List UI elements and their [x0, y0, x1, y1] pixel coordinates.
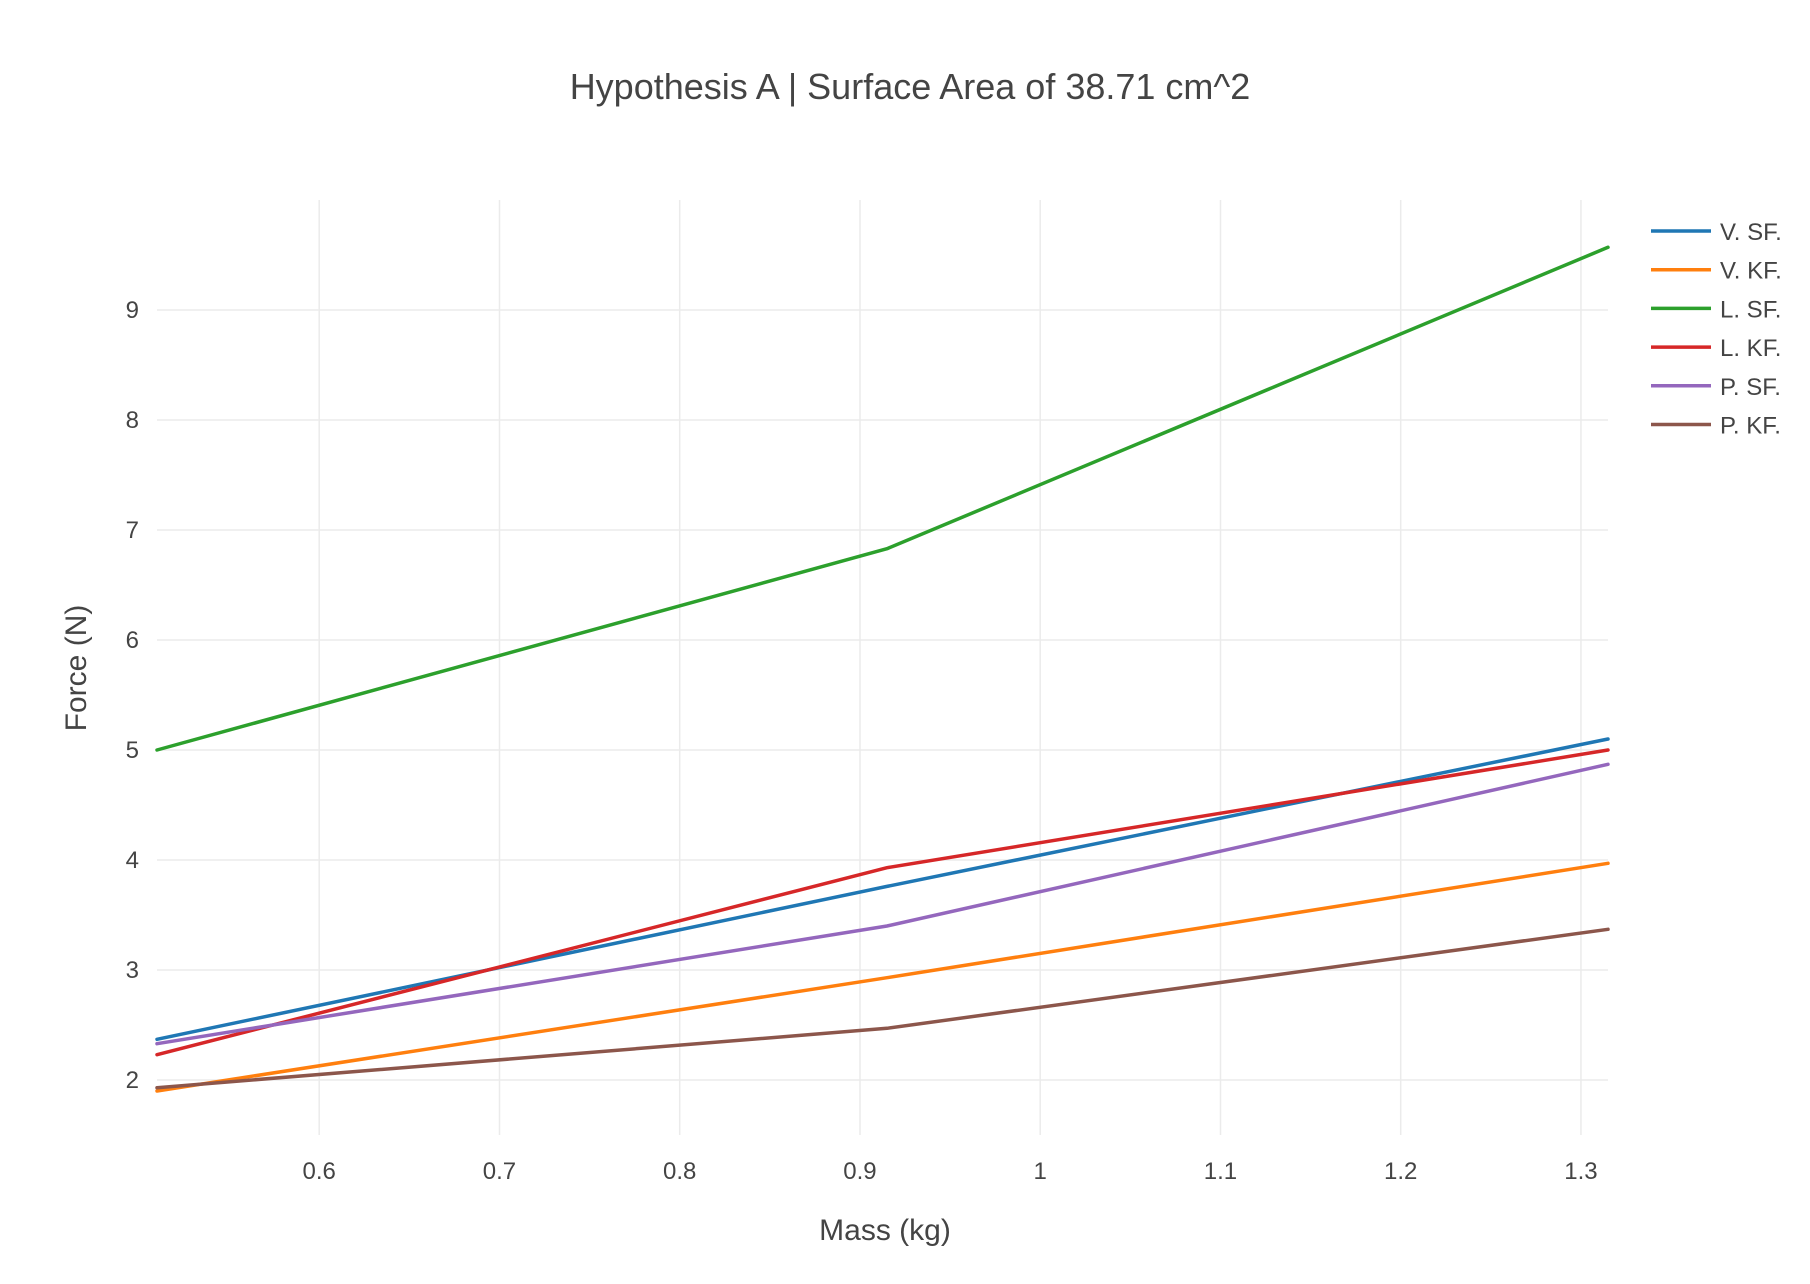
legend-label: P. KF. [1720, 413, 1781, 440]
legend-label: V. SF. [1720, 219, 1782, 246]
legend-label: P. SF. [1720, 374, 1781, 401]
x-tick-label: 1.2 [1384, 1158, 1417, 1185]
legend[interactable]: V. SF. V. KF. L. SF. L. KF. P. SF. P. KF. [1651, 219, 1782, 440]
x-tick-label: 1 [1034, 1158, 1047, 1185]
x-tick-label: 0.6 [303, 1158, 336, 1185]
x-tick-label: 1.3 [1564, 1158, 1597, 1185]
series-line-4 [155, 762, 1610, 1046]
legend-item[interactable]: P. SF. [1651, 374, 1781, 401]
y-tick-label: 7 [126, 517, 139, 544]
legend-label: L. SF. [1720, 296, 1781, 323]
y-axis-ticks: 2 3 4 5 6 7 8 9 [126, 297, 139, 1094]
series-lines [155, 245, 1610, 1093]
x-tick-label: 0.7 [483, 1158, 516, 1185]
legend-item[interactable]: P. KF. [1651, 413, 1781, 440]
x-tick-label: 1.1 [1204, 1158, 1237, 1185]
y-tick-label: 4 [126, 847, 139, 874]
x-axis-title: Mass (kg) [819, 1214, 951, 1247]
legend-item[interactable]: L. KF. [1651, 335, 1781, 362]
x-tick-label: 0.9 [843, 1158, 876, 1185]
y-tick-label: 5 [126, 737, 139, 764]
series-line-5 [155, 927, 1610, 1090]
x-axis-ticks: 0.6 0.7 0.8 0.9 1 1.1 1.2 1.3 [303, 1158, 1598, 1185]
legend-label: V. KF. [1720, 258, 1782, 285]
legend-item[interactable]: L. SF. [1651, 296, 1781, 323]
y-tick-label: 3 [126, 957, 139, 984]
legend-label: L. KF. [1720, 335, 1781, 362]
gridlines [157, 200, 1608, 1135]
chart-title: Hypothesis A | Surface Area of 38.71 cm^… [570, 66, 1251, 107]
y-tick-label: 9 [126, 297, 139, 324]
series-line-3 [155, 748, 1610, 1057]
series-line-2 [155, 245, 1610, 752]
y-tick-label: 6 [126, 627, 139, 654]
y-tick-label: 8 [126, 407, 139, 434]
x-tick-label: 0.8 [663, 1158, 696, 1185]
legend-item[interactable]: V. KF. [1651, 258, 1782, 285]
y-axis-title: Force (N) [60, 605, 93, 732]
y-tick-label: 2 [126, 1067, 139, 1094]
legend-item[interactable]: V. SF. [1651, 219, 1782, 246]
series-line-1 [155, 861, 1610, 1093]
